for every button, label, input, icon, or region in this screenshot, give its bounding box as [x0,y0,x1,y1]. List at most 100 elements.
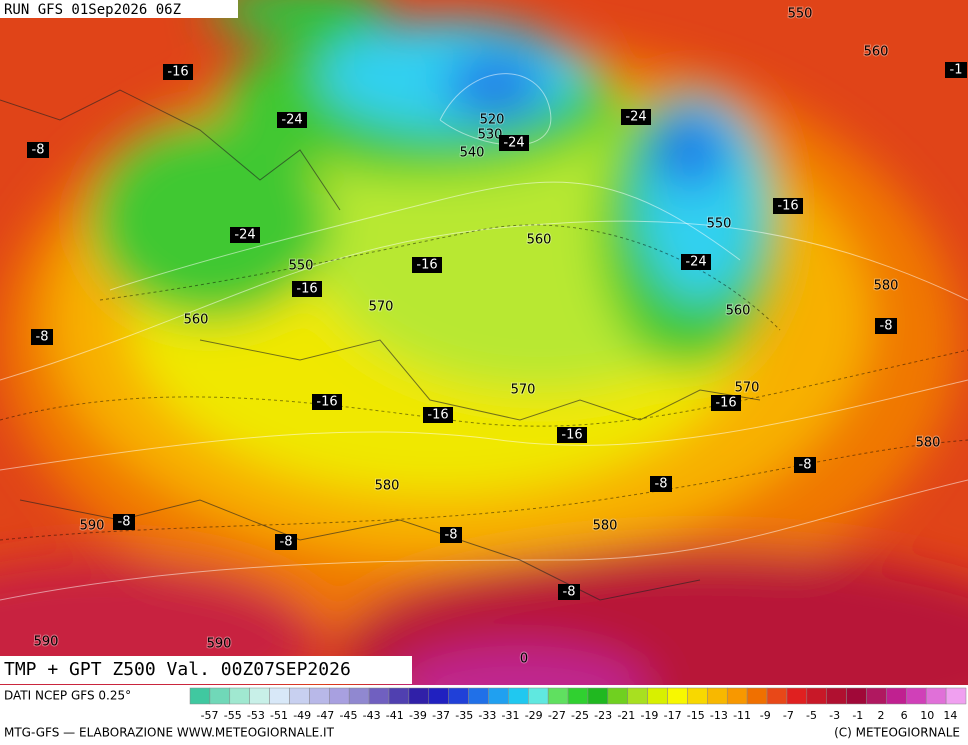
legend-swatch [726,687,748,705]
temperature-label-box [557,427,587,443]
legend-swatch [607,687,628,705]
contour-label: 550 [289,259,314,274]
copyright-label: (C) METEOGIORNALE [834,726,960,740]
legend-label: -13 [710,709,728,722]
contour-label: 520 [480,113,505,128]
legend-label: -57 [201,709,219,722]
legend-swatch [249,687,270,705]
contour-label: 560 [527,233,552,248]
credit-label: MTG-GFS — ELABORAZIONE WWW.METEOGIORNALE… [4,726,335,740]
color-legend: -57 -55 -53 -51 -49 -47 -45 -43 -41 -39 -37 -35 -33-… [189,687,967,722]
map-title: TMP + GPT Z500 Val. 00Z07SEP2026 [4,659,351,680]
legend-swatch [408,687,430,705]
legend-label: 10 [920,709,934,722]
legend-label: -37 [432,709,450,722]
legend-swatch [488,687,509,705]
contour-label: 570 [369,300,394,315]
temperature-label: -24 [234,228,255,243]
legend-swatch [547,687,569,705]
temperature-label-box [681,254,711,270]
legend-swatch [289,687,310,705]
legend-label: -47 [316,709,334,722]
contour-label: 580 [916,436,941,451]
legend-swatch [925,687,947,705]
legend-swatch [428,687,449,705]
legend-swatch [627,687,648,705]
temperature-label: -8 [563,585,576,600]
contour-label: 550 [788,7,813,22]
temperature-label: -16 [427,408,448,423]
legend-label: -49 [293,709,311,722]
contour-label: 580 [593,519,618,534]
legend-swatch [329,687,350,705]
legend-swatch [786,687,808,705]
temperature-label-box [423,407,453,423]
legend-swatch [229,687,250,705]
legend-label: -55 [224,709,242,722]
legend-label: -21 [617,709,635,722]
legend-swatch [528,687,549,705]
temperature-label: -16 [561,428,582,443]
temperature-label: -24 [625,110,646,125]
legend-swatch [667,687,688,705]
temperature-label: -8 [880,319,893,334]
legend-label: -17 [664,709,682,722]
contour-label: 590 [80,519,105,534]
legend-label: -23 [594,709,612,722]
temperature-label-box [292,281,322,297]
temperature-label-box [875,318,897,334]
legend-swatch [189,687,211,705]
legend-label: -27 [548,709,566,722]
temperature-label: -8 [32,143,45,158]
legend-swatch [766,687,788,705]
temperature-label: -16 [167,65,188,80]
legend-swatch [269,687,290,705]
temperature-label: -16 [296,282,317,297]
temperature-label: -8 [280,535,293,550]
legend-swatch [468,687,489,705]
temperature-label-box [440,527,462,543]
legend-swatch [448,687,469,705]
legend-swatch [746,687,768,705]
legend-label: -7 [783,709,794,722]
legend-label: -43 [363,709,381,722]
legend-swatch [707,687,728,705]
temperature-label: -8 [445,528,458,543]
temperature-label-box [794,457,816,473]
temperature-label-box [773,198,803,214]
temperature-label-box [312,394,342,410]
temperature-label-box [275,534,297,550]
contour-label: 560 [184,313,209,328]
legend-swatch [906,687,927,705]
legend-label: 6 [901,709,908,722]
temperature-label: -16 [316,395,337,410]
temperature-label-box [650,476,672,492]
source-label: DATI NCEP GFS 0.25° [4,689,131,703]
contour-label: 590 [34,635,59,650]
temperature-label-box [230,227,260,243]
legend-swatch [348,687,370,705]
temperature-label: -16 [777,199,798,214]
temperature-label-box [945,62,967,78]
header-box [0,0,238,18]
temperature-label: -16 [416,258,437,273]
temperature-label-box [113,514,135,530]
legend-label: -5 [806,709,817,722]
legend-swatch [866,687,887,705]
legend-label: -31 [502,709,520,722]
temperature-label-box [621,109,651,125]
contour-label: 590 [207,637,232,652]
contour-label: 0 [520,652,528,667]
temperature-label-box [499,135,529,151]
temperature-label: -8 [799,458,812,473]
temperature-label-box [558,584,580,600]
contour-label: 540 [460,146,485,161]
legend-label: -33 [478,709,496,722]
legend-label: -35 [455,709,473,722]
legend-label: -25 [571,709,589,722]
legend-label: -11 [733,709,751,722]
legend-label: -1 [852,709,863,722]
